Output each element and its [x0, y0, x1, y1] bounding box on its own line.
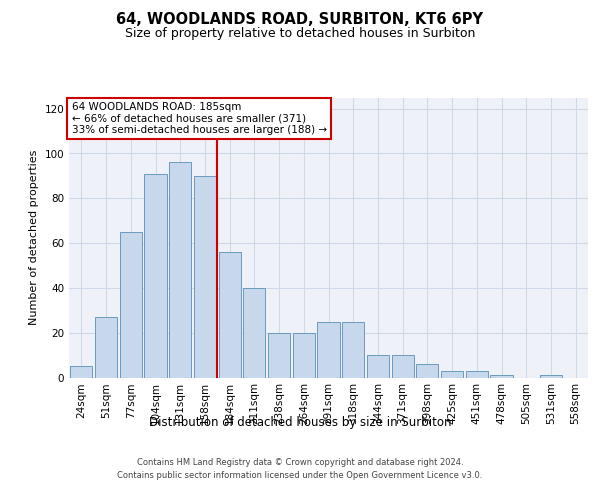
Bar: [317, 322, 340, 378]
Text: 64 WOODLANDS ROAD: 185sqm
← 66% of detached houses are smaller (371)
33% of semi: 64 WOODLANDS ROAD: 185sqm ← 66% of detac…: [71, 102, 327, 135]
Bar: [70, 366, 92, 378]
Bar: [367, 355, 389, 378]
Bar: [268, 332, 290, 378]
Text: Distribution of detached houses by size in Surbiton: Distribution of detached houses by size …: [149, 416, 451, 429]
Bar: [490, 376, 512, 378]
Bar: [540, 376, 562, 378]
Bar: [194, 176, 216, 378]
Bar: [466, 371, 488, 378]
Bar: [293, 332, 315, 378]
Y-axis label: Number of detached properties: Number of detached properties: [29, 150, 39, 325]
Text: Size of property relative to detached houses in Surbiton: Size of property relative to detached ho…: [125, 28, 475, 40]
Text: Contains public sector information licensed under the Open Government Licence v3: Contains public sector information licen…: [118, 472, 482, 480]
Bar: [243, 288, 265, 378]
Bar: [95, 317, 117, 378]
Bar: [392, 355, 414, 378]
Bar: [169, 162, 191, 378]
Text: 64, WOODLANDS ROAD, SURBITON, KT6 6PY: 64, WOODLANDS ROAD, SURBITON, KT6 6PY: [116, 12, 484, 28]
Bar: [416, 364, 439, 378]
Bar: [119, 232, 142, 378]
Bar: [441, 371, 463, 378]
Bar: [218, 252, 241, 378]
Text: Contains HM Land Registry data © Crown copyright and database right 2024.: Contains HM Land Registry data © Crown c…: [137, 458, 463, 467]
Bar: [342, 322, 364, 378]
Bar: [145, 174, 167, 378]
